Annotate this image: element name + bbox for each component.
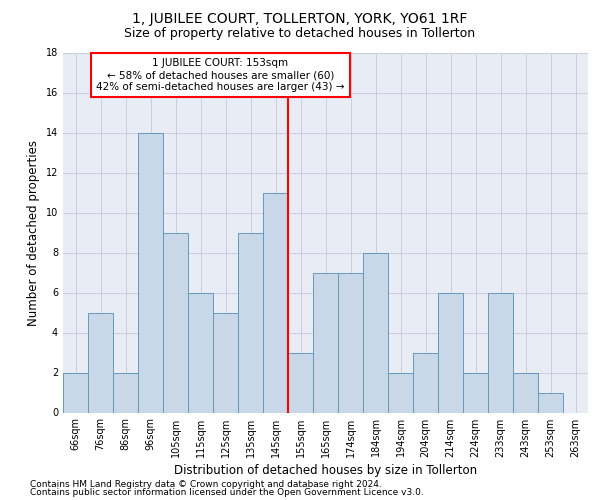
Bar — [438, 292, 463, 412]
Bar — [363, 252, 388, 412]
Bar — [288, 352, 313, 412]
Text: Size of property relative to detached houses in Tollerton: Size of property relative to detached ho… — [124, 28, 476, 40]
Bar — [463, 372, 488, 412]
Bar — [113, 372, 138, 412]
X-axis label: Distribution of detached houses by size in Tollerton: Distribution of detached houses by size … — [174, 464, 477, 476]
Text: 1, JUBILEE COURT, TOLLERTON, YORK, YO61 1RF: 1, JUBILEE COURT, TOLLERTON, YORK, YO61 … — [133, 12, 467, 26]
Y-axis label: Number of detached properties: Number of detached properties — [27, 140, 40, 326]
Bar — [138, 132, 163, 412]
Text: 1 JUBILEE COURT: 153sqm
← 58% of detached houses are smaller (60)
42% of semi-de: 1 JUBILEE COURT: 153sqm ← 58% of detache… — [96, 58, 345, 92]
Bar — [538, 392, 563, 412]
Bar — [63, 372, 88, 412]
Bar — [513, 372, 538, 412]
Bar — [188, 292, 213, 412]
Bar — [338, 272, 363, 412]
Bar — [313, 272, 338, 412]
Bar — [413, 352, 438, 412]
Bar — [263, 192, 288, 412]
Text: Contains public sector information licensed under the Open Government Licence v3: Contains public sector information licen… — [30, 488, 424, 497]
Text: Contains HM Land Registry data © Crown copyright and database right 2024.: Contains HM Land Registry data © Crown c… — [30, 480, 382, 489]
Bar — [213, 312, 238, 412]
Bar — [163, 232, 188, 412]
Bar — [388, 372, 413, 412]
Bar — [488, 292, 513, 412]
Bar — [238, 232, 263, 412]
Bar — [88, 312, 113, 412]
